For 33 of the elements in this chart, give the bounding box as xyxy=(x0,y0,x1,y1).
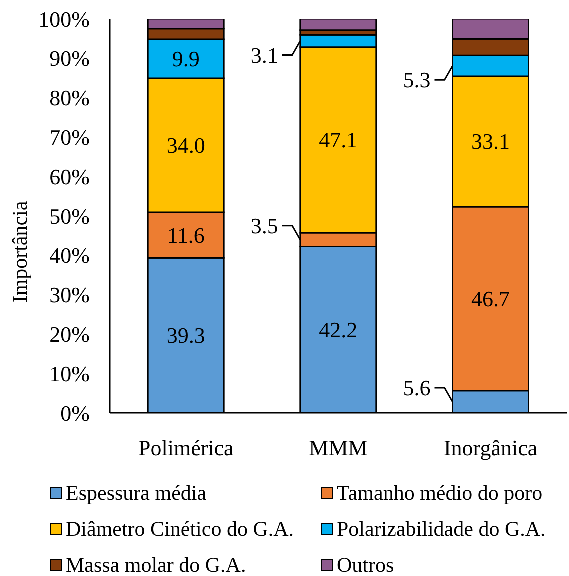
legend-label: Massa molar do G.A. xyxy=(66,552,246,576)
x-tick-label: Polimérica xyxy=(138,436,234,461)
data-label: 5.6 xyxy=(403,375,431,400)
y-tick-label: 80% xyxy=(50,86,90,111)
x-tick-label: MMM xyxy=(309,436,368,461)
data-label: 5.3 xyxy=(403,68,431,93)
x-tick-label: Inorgânica xyxy=(444,436,538,461)
y-tick-label: 70% xyxy=(50,125,90,150)
data-label: 3.5 xyxy=(250,213,278,238)
legend-label: Outros xyxy=(337,552,394,576)
legend-label: Polarizabilidade do G.A. xyxy=(337,516,546,542)
legend-label: Espessura média xyxy=(66,480,207,506)
y-tick-label: 40% xyxy=(50,243,90,268)
legend-label: Diâmetro Cinético do G.A. xyxy=(66,516,294,542)
y-tick-label: 100% xyxy=(38,6,90,32)
data-label: 47.1 xyxy=(319,128,358,153)
y-tick-label: 60% xyxy=(50,164,90,190)
data-label: 9.9 xyxy=(172,46,200,72)
data-label: 42.2 xyxy=(319,317,358,342)
y-tick-label: 20% xyxy=(50,322,90,348)
data-label: 3.1 xyxy=(250,42,278,68)
y-tick-label: 90% xyxy=(50,46,90,72)
legend-label: Tamanho médio do poro xyxy=(337,480,543,506)
y-tick-label: 30% xyxy=(50,282,90,308)
data-label: 34.0 xyxy=(166,132,206,158)
y-tick-label: 50% xyxy=(50,204,90,229)
y-tick-label: 0% xyxy=(60,400,90,426)
data-label: 46.7 xyxy=(472,286,510,312)
data-label: 33.1 xyxy=(472,129,510,154)
y-tick-label: 10% xyxy=(50,361,90,386)
y-axis-title: Importância xyxy=(8,200,32,303)
data-label: 11.6 xyxy=(167,222,205,248)
data-label: 39.3 xyxy=(166,323,206,348)
